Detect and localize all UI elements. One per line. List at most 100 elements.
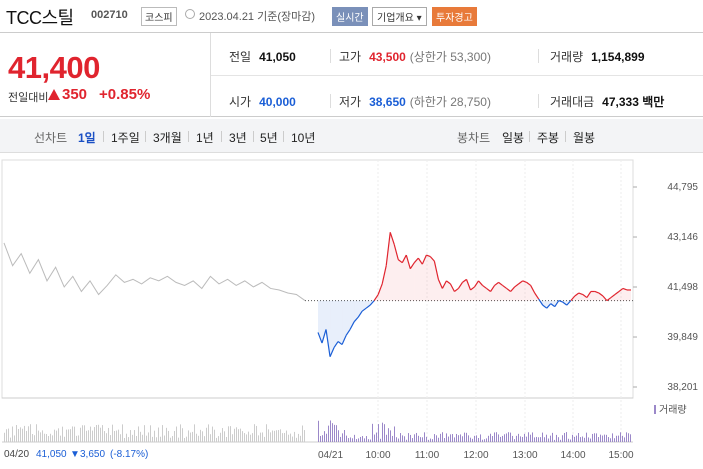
volume-bar bbox=[356, 439, 357, 442]
volume-bar bbox=[56, 430, 57, 442]
volume-bar bbox=[494, 432, 495, 442]
volume-bar bbox=[334, 424, 335, 442]
volume-bar bbox=[214, 429, 215, 442]
volume-bar bbox=[218, 436, 219, 442]
volume-bar bbox=[560, 439, 561, 442]
volume-bar bbox=[462, 436, 463, 442]
realtime-button[interactable]: 실시간 bbox=[332, 7, 368, 26]
volume-bar bbox=[300, 435, 301, 442]
volume-bar bbox=[502, 435, 503, 442]
volume-bar bbox=[264, 436, 265, 442]
price-area bbox=[590, 291, 595, 301]
divider bbox=[538, 49, 539, 63]
price-line-segment bbox=[598, 292, 604, 297]
chart-frame bbox=[1, 159, 634, 399]
volume-bar bbox=[150, 425, 151, 442]
price-area bbox=[594, 291, 599, 301]
volume-bar bbox=[326, 433, 327, 442]
divider bbox=[188, 131, 189, 142]
volume-bar bbox=[484, 439, 485, 442]
volume-bar bbox=[446, 433, 447, 442]
tab-period[interactable]: 3년 bbox=[229, 131, 247, 145]
price-area bbox=[398, 259, 403, 301]
divider bbox=[210, 33, 211, 117]
investment-warning-badge: 투자경고 bbox=[432, 7, 477, 26]
price-line-segment bbox=[369, 300, 375, 306]
volume-bar bbox=[598, 437, 599, 442]
y-tick-label: 43,146 bbox=[667, 232, 698, 243]
stock-name: TCC스틸 bbox=[6, 8, 74, 28]
price-line-segment bbox=[317, 332, 323, 344]
price-line-segment bbox=[405, 254, 411, 269]
tab-period[interactable]: 1일 bbox=[78, 131, 96, 145]
volume-bar bbox=[98, 424, 99, 442]
price-area bbox=[450, 283, 455, 301]
volume-bar bbox=[206, 427, 207, 442]
volume-bar bbox=[100, 427, 101, 442]
volume-bar bbox=[350, 437, 351, 442]
price-area bbox=[598, 293, 603, 301]
tab-candle[interactable]: 월봉 bbox=[573, 131, 596, 145]
price-area bbox=[478, 280, 483, 301]
volume-bar bbox=[546, 434, 547, 442]
volume-bar bbox=[440, 433, 441, 442]
price-line-segment bbox=[441, 280, 447, 289]
volume-bar bbox=[186, 436, 187, 442]
divider bbox=[330, 49, 331, 63]
volume-bar bbox=[592, 433, 593, 442]
volume-bar bbox=[162, 425, 163, 442]
volume-bar bbox=[114, 430, 115, 442]
prev-change-pct: (-8.17%) bbox=[110, 449, 149, 460]
volume-bar bbox=[102, 425, 103, 442]
volume-bar bbox=[390, 430, 391, 442]
volume-bar bbox=[394, 426, 395, 442]
price-area bbox=[582, 294, 587, 301]
price-line-segment bbox=[554, 300, 560, 307]
y-tick-label: 38,201 bbox=[667, 382, 698, 393]
volume-bar bbox=[448, 436, 449, 442]
price-line-segment bbox=[566, 300, 572, 306]
company-overview-dropdown[interactable]: 기업개요 ▾ bbox=[372, 7, 427, 26]
stat-value: 41,050 bbox=[259, 50, 296, 64]
divider bbox=[103, 131, 104, 142]
volume-bar bbox=[48, 436, 49, 442]
volume-bar bbox=[348, 438, 349, 442]
tab-period[interactable]: 5년 bbox=[260, 131, 278, 145]
volume-bar bbox=[500, 436, 501, 442]
market-badge: 코스피 bbox=[141, 7, 177, 26]
price-line-segment bbox=[550, 303, 556, 308]
volume-bar bbox=[94, 427, 95, 442]
tab-period[interactable]: 1년 bbox=[196, 131, 214, 145]
change-label: 전일대비 bbox=[8, 92, 49, 104]
volume-bar bbox=[262, 432, 263, 442]
stat-label: 저가 bbox=[339, 95, 362, 109]
tab-period[interactable]: 3개월 bbox=[153, 131, 182, 145]
tab-candle[interactable]: 일봉 bbox=[502, 131, 525, 145]
stat-label: 고가 bbox=[339, 50, 362, 64]
volume-bar bbox=[486, 438, 487, 442]
volume-bar bbox=[584, 437, 585, 442]
tab-period[interactable]: 10년 bbox=[291, 131, 316, 145]
price-line-segment bbox=[562, 301, 568, 306]
volume-bar bbox=[22, 428, 23, 442]
volume-bar bbox=[568, 438, 569, 442]
volume-bar bbox=[236, 427, 237, 442]
stat-value: 40,000 bbox=[259, 95, 296, 109]
price-line-segment bbox=[538, 298, 544, 306]
price-area bbox=[342, 300, 347, 345]
volume-bar bbox=[360, 436, 361, 442]
volume-bar bbox=[160, 436, 161, 442]
volume-bar bbox=[458, 435, 459, 442]
volume-bar bbox=[234, 428, 235, 442]
volume-bar bbox=[238, 429, 239, 442]
volume-bar bbox=[512, 435, 513, 442]
price-area bbox=[414, 258, 419, 301]
price-area bbox=[446, 280, 451, 301]
volume-bar bbox=[432, 439, 433, 442]
tab-period[interactable]: 1주일 bbox=[111, 131, 140, 145]
tab-candle[interactable]: 주봉 bbox=[537, 131, 560, 145]
price-line-segment bbox=[446, 280, 451, 285]
volume-bar bbox=[524, 433, 525, 442]
volume-bar bbox=[174, 430, 175, 442]
